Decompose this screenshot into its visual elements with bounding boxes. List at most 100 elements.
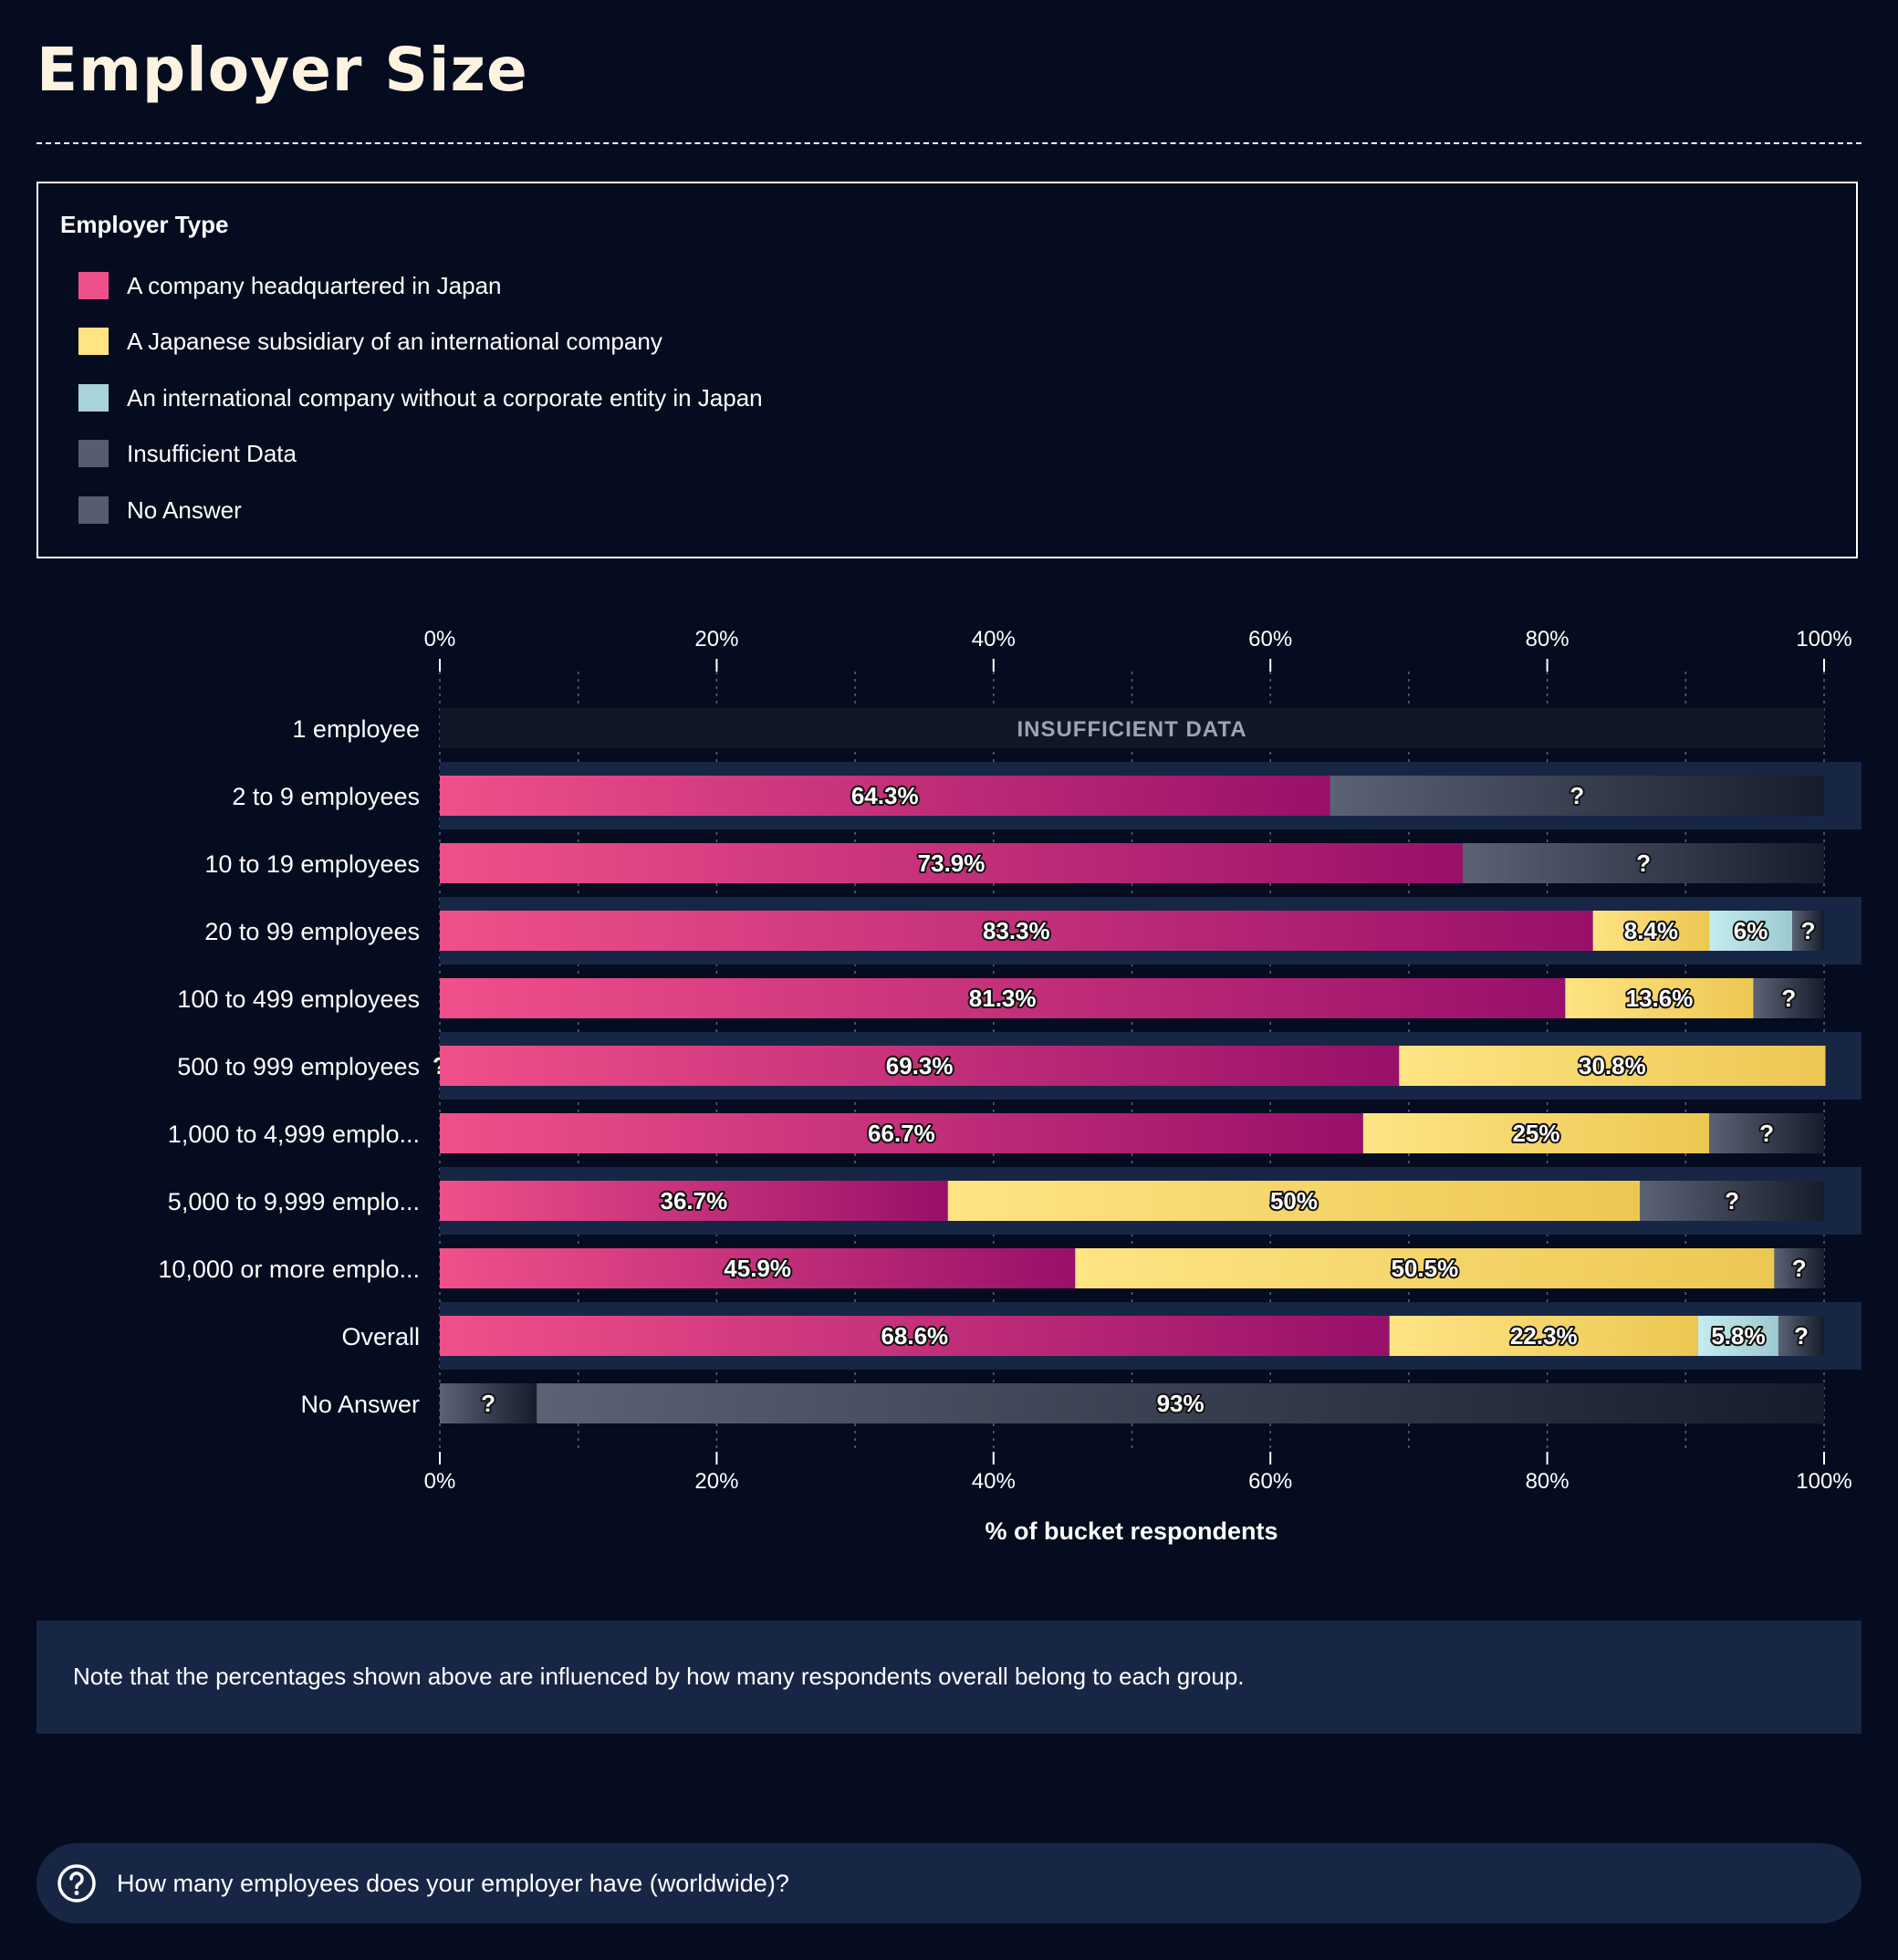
no-answer-bar[interactable] bbox=[537, 1383, 1825, 1423]
no-answer-bar[interactable] bbox=[1792, 911, 1824, 951]
bar-value-label: 93% bbox=[1157, 1390, 1204, 1417]
japanese-subsidiary-bar[interactable] bbox=[1389, 1316, 1698, 1356]
legend-item-japan-hq[interactable]: A company headquartered in Japan bbox=[78, 270, 502, 301]
bar-value-label: 8.4% bbox=[1624, 917, 1678, 944]
bar-value-label: ? bbox=[1759, 1120, 1774, 1147]
no-answer-bar[interactable] bbox=[1330, 776, 1824, 816]
category-label: 1,000 to 4,999 emplo... bbox=[168, 1121, 420, 1148]
category-label: 20 to 99 employees bbox=[204, 918, 420, 945]
bar-row: 5,000 to 9,999 emplo... 36.7% 50%? bbox=[168, 1167, 1862, 1235]
bar-row: 100 to 499 employees 81.3% 13.6%? bbox=[177, 978, 1824, 1018]
category-label: 100 to 499 employees bbox=[177, 985, 420, 1013]
bar-value-label: ? bbox=[1725, 1187, 1739, 1215]
japanese-subsidiary-bar[interactable] bbox=[1592, 911, 1710, 951]
international-bar[interactable] bbox=[1709, 911, 1793, 951]
japan-hq-bar[interactable] bbox=[440, 843, 1464, 883]
x-tick-label-bottom: 0% bbox=[424, 1469, 456, 1494]
bar-value-label: ? bbox=[1781, 985, 1796, 1012]
no-answer-bar[interactable] bbox=[1753, 978, 1824, 1018]
title-divider bbox=[36, 142, 1862, 144]
legend-label: A company headquartered in Japan bbox=[127, 271, 502, 299]
japanese-subsidiary-bar[interactable] bbox=[947, 1181, 1641, 1221]
legend-swatch bbox=[78, 328, 109, 355]
legend-item-insufficient-data[interactable]: Insufficient Data bbox=[78, 438, 297, 469]
legend-item-japanese-subsidiary[interactable]: A Japanese subsidiary of an internationa… bbox=[78, 326, 662, 357]
legend-label: An international company without a corpo… bbox=[127, 383, 763, 412]
no-answer-bar[interactable] bbox=[1778, 1316, 1824, 1356]
japan-hq-bar[interactable] bbox=[440, 1316, 1390, 1356]
no-answer-bar[interactable] bbox=[1774, 1248, 1824, 1288]
bar-row: 500 to 999 employees?69.3%30.8% bbox=[177, 1032, 1862, 1100]
japanese-subsidiary-bar[interactable] bbox=[1399, 1046, 1826, 1086]
no-answer-bar[interactable] bbox=[1463, 843, 1824, 883]
category-label: 2 to 9 employees bbox=[232, 783, 420, 810]
legend-swatch bbox=[78, 272, 109, 299]
no-answer-bar[interactable] bbox=[1709, 1113, 1824, 1153]
question-text: How many employees does your employer ha… bbox=[117, 1870, 789, 1897]
japanese-subsidiary-bar[interactable] bbox=[1565, 978, 1754, 1018]
japanese-subsidiary-bar[interactable] bbox=[1362, 1113, 1710, 1153]
insufficient-data-bar bbox=[440, 708, 1824, 748]
bar-value-label: 81.3% bbox=[969, 985, 1037, 1012]
bar-value-label: 6% bbox=[1734, 917, 1768, 944]
japan-hq-bar[interactable] bbox=[440, 978, 1566, 1018]
x-tick-label-bottom: 100% bbox=[1796, 1469, 1851, 1494]
insufficient-data-bar[interactable] bbox=[440, 1383, 537, 1423]
japan-hq-bar[interactable] bbox=[440, 1248, 1076, 1288]
question-bar[interactable]: How many employees does your employer ha… bbox=[36, 1843, 1862, 1924]
page-title: Employer Size bbox=[36, 35, 528, 105]
bar-value-label: 22.3% bbox=[1510, 1322, 1578, 1350]
bar-value-label: 66.7% bbox=[868, 1120, 935, 1147]
category-label: 10 to 19 employees bbox=[204, 850, 420, 878]
no-answer-bar[interactable] bbox=[1640, 1181, 1824, 1221]
japan-hq-bar[interactable] bbox=[440, 1181, 948, 1221]
bar-value-label: 64.3% bbox=[851, 782, 919, 809]
japan-hq-bar[interactable] bbox=[440, 911, 1593, 951]
category-label: 5,000 to 9,999 emplo... bbox=[168, 1188, 420, 1215]
bar-row: 10,000 or more emplo... 45.9% 50.5%? bbox=[158, 1248, 1824, 1288]
japan-hq-bar[interactable] bbox=[440, 1113, 1363, 1153]
category-label: 1 employee bbox=[292, 715, 420, 743]
bar-value-label: ? bbox=[1792, 1255, 1807, 1282]
bar-value-label: 5.8% bbox=[1711, 1322, 1765, 1350]
bar-row: 1,000 to 4,999 emplo... 66.7% 25%? bbox=[168, 1113, 1824, 1153]
bar-value-label: 50% bbox=[1270, 1187, 1318, 1215]
note-box: Note that the percentages shown above ar… bbox=[36, 1621, 1862, 1734]
bar-value-label: 69.3% bbox=[886, 1052, 954, 1079]
x-tick-label-top: 80% bbox=[1526, 627, 1570, 652]
x-axis-label: % of bucket respondents bbox=[985, 1517, 1278, 1545]
bar-row: 1 employee INSUFFICIENT DATA bbox=[292, 708, 1824, 748]
x-tick-label-top: 100% bbox=[1796, 627, 1851, 652]
japan-hq-bar[interactable] bbox=[440, 776, 1330, 816]
x-tick-label-bottom: 20% bbox=[694, 1469, 738, 1494]
stacked-bar-chart: 1 employee INSUFFICIENT DATA 2 to 9 employ… bbox=[158, 627, 1862, 1545]
bar-row: 2 to 9 employees 64.3%? bbox=[232, 762, 1862, 829]
international-bar[interactable] bbox=[1697, 1316, 1778, 1356]
x-tick-label-bottom: 80% bbox=[1526, 1469, 1570, 1494]
legend-swatch bbox=[78, 440, 109, 467]
legend-title: Employer Type bbox=[60, 211, 229, 238]
note-text: Note that the percentages shown above ar… bbox=[73, 1663, 1245, 1690]
bar-value-label: 83.3% bbox=[983, 917, 1050, 944]
insufficient-data-label: INSUFFICIENT DATA bbox=[1017, 717, 1246, 742]
x-tick-label-bottom: 60% bbox=[1248, 1469, 1292, 1494]
bar-value-label: ? bbox=[481, 1390, 495, 1417]
legend-swatch bbox=[78, 384, 109, 412]
japan-hq-bar[interactable] bbox=[440, 1046, 1400, 1086]
legend-item-international[interactable]: An international company without a corpo… bbox=[78, 382, 763, 413]
legend-item-no-answer[interactable]: No Answer bbox=[78, 495, 242, 526]
bar-row: 20 to 99 employees 83.3% 8.4% 6%? bbox=[204, 897, 1862, 964]
x-tick-label-top: 40% bbox=[972, 627, 1016, 652]
bar-value-label: ? bbox=[1801, 917, 1816, 944]
category-label: 500 to 999 employees bbox=[177, 1053, 420, 1080]
legend-label: No Answer bbox=[127, 495, 242, 524]
question-circle-icon bbox=[57, 1864, 96, 1903]
bar-value-label: ? bbox=[1636, 850, 1651, 877]
bar-value-label: 36.7% bbox=[661, 1187, 728, 1215]
legend: Employer Type A company headquartered in… bbox=[36, 182, 1858, 558]
x-tick-label-top: 0% bbox=[424, 627, 456, 652]
bar-row: Overall 68.6% 22.3% 5.8%? bbox=[341, 1302, 1862, 1370]
japanese-subsidiary-bar[interactable] bbox=[1075, 1248, 1775, 1288]
bar-value-label: 68.6% bbox=[881, 1322, 948, 1350]
bar-value-label: 25% bbox=[1512, 1120, 1559, 1147]
